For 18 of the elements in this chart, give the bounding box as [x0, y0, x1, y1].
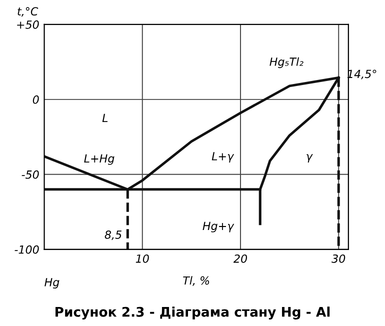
x-axis-title: Tl, % [183, 276, 210, 286]
annotation: L+Hg [84, 154, 114, 165]
annotation: γ [306, 154, 313, 163]
y-axis-title: t,°C [18, 7, 38, 17]
text: Рисунок 2.3 - Діаграма стану Hg - Al [56, 306, 330, 320]
y-tick-label: -100 [14, 245, 39, 254]
y-tick-label: -50 [22, 170, 39, 179]
x-tick-label: 30 [332, 254, 346, 263]
annotation: Hg+γ [202, 222, 234, 232]
x-tick-label: 10 [136, 254, 149, 263]
annotation: Hg₅Tl₂ [270, 57, 304, 68]
annotation: L+γ [212, 152, 234, 163]
y-tick-label: 0 [32, 95, 39, 104]
text: Hg [44, 278, 60, 289]
y-tick-label: +50 [17, 20, 39, 29]
annotation: 8,5 [104, 230, 122, 240]
x-tick-label: 20 [233, 254, 248, 263]
annotation: L [102, 114, 108, 122]
